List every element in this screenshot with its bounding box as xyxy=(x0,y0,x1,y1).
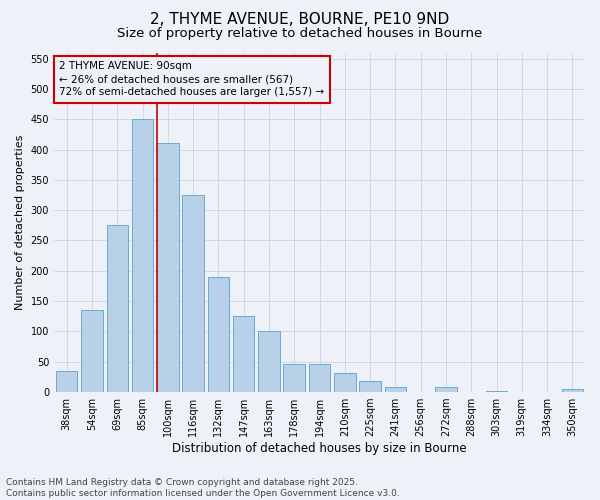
X-axis label: Distribution of detached houses by size in Bourne: Distribution of detached houses by size … xyxy=(172,442,467,455)
Bar xyxy=(435,386,457,392)
Bar xyxy=(486,391,507,392)
Text: Size of property relative to detached houses in Bourne: Size of property relative to detached ho… xyxy=(118,28,482,40)
Bar xyxy=(385,387,406,392)
Bar xyxy=(258,331,280,392)
Bar xyxy=(334,374,356,392)
Bar xyxy=(233,316,254,392)
Bar xyxy=(107,224,128,392)
Bar xyxy=(562,389,583,392)
Bar xyxy=(56,371,77,392)
Bar xyxy=(182,195,204,392)
Text: 2 THYME AVENUE: 90sqm
← 26% of detached houses are smaller (567)
72% of semi-det: 2 THYME AVENUE: 90sqm ← 26% of detached … xyxy=(59,61,325,98)
Text: Contains HM Land Registry data © Crown copyright and database right 2025.
Contai: Contains HM Land Registry data © Crown c… xyxy=(6,478,400,498)
Bar xyxy=(359,381,381,392)
Bar xyxy=(157,144,179,392)
Text: 2, THYME AVENUE, BOURNE, PE10 9ND: 2, THYME AVENUE, BOURNE, PE10 9ND xyxy=(151,12,449,28)
Bar xyxy=(283,364,305,392)
Bar xyxy=(309,364,330,392)
Bar xyxy=(132,118,153,392)
Bar xyxy=(208,277,229,392)
Bar xyxy=(81,310,103,392)
Y-axis label: Number of detached properties: Number of detached properties xyxy=(15,134,25,310)
